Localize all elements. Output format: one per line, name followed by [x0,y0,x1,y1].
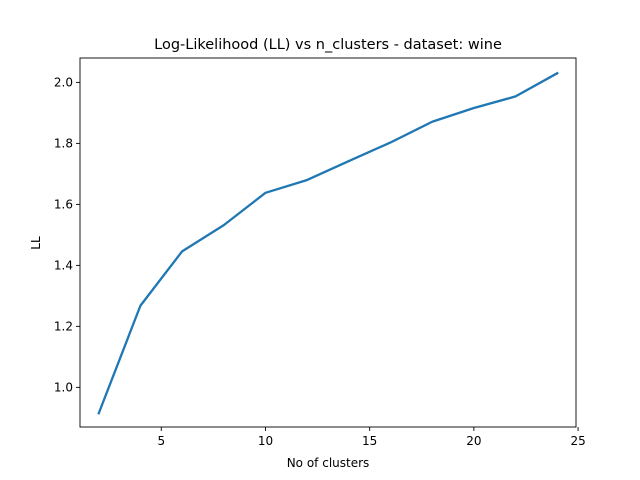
y-tick-label: 2.0 [54,76,73,90]
x-tick-label: 5 [157,434,165,448]
x-tick-label: 20 [466,434,481,448]
y-tick-label: 1.6 [54,198,73,212]
y-axis-label: LL [29,236,43,250]
chart-title: Log-Likelihood (LL) vs n_clusters - data… [154,37,502,53]
x-tick-label: 25 [570,434,585,448]
y-tick-label: 1.8 [54,137,73,151]
x-axis-label: No of clusters [287,456,370,470]
y-tick-label: 1.2 [54,320,73,334]
x-tick-label: 10 [258,434,273,448]
axes-frame [79,57,577,428]
y-tick-label: 1.0 [54,381,73,395]
plot-area: 5 10 15 20 25 1.0 1.2 1.4 1.6 1.8 2.0 [54,57,586,448]
y-tick-label: 1.4 [54,259,73,273]
x-tick-label: 15 [362,434,377,448]
series-line-1 [97,71,559,415]
